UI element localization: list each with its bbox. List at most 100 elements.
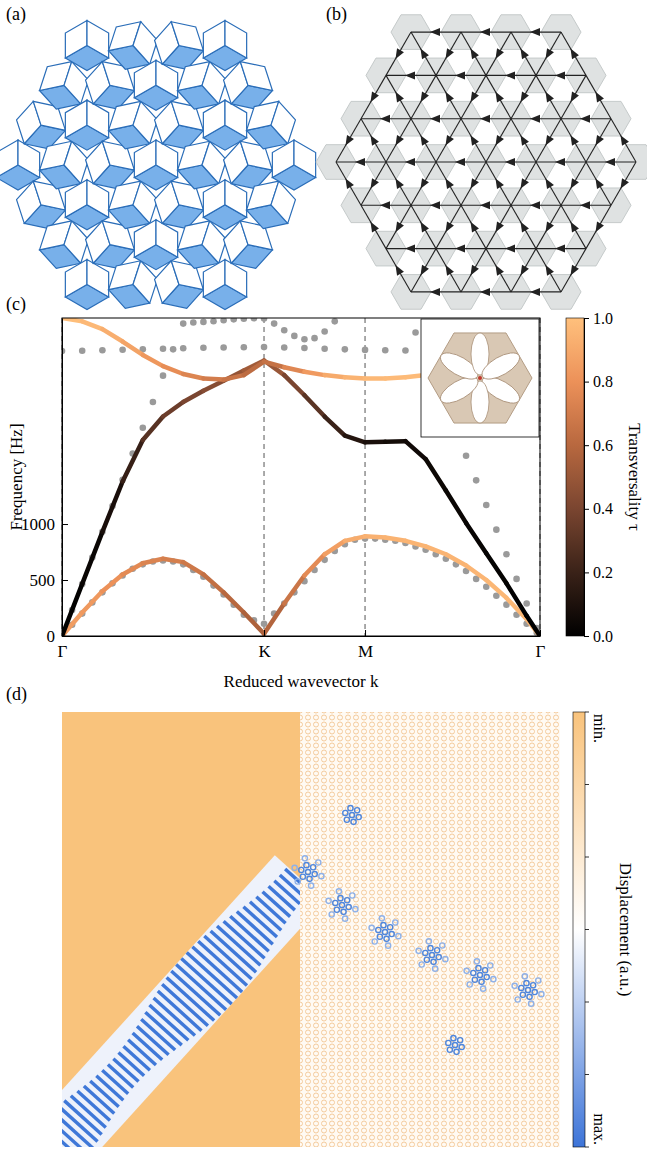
band-segment — [264, 362, 284, 368]
arrowhead — [371, 92, 379, 103]
colorbar-title: Transversality τ — [625, 423, 644, 531]
patch-node — [376, 927, 381, 932]
arrowhead — [496, 178, 504, 189]
patch-node — [459, 1044, 464, 1049]
arrowhead — [480, 28, 490, 36]
displacement-field — [15, 712, 560, 1150]
edge — [361, 119, 386, 162]
rhombus — [65, 260, 87, 298]
arrowhead — [371, 222, 379, 233]
tick-mark — [584, 636, 589, 637]
edge — [561, 75, 586, 118]
patch-node — [346, 904, 351, 909]
band-segment — [123, 440, 143, 481]
band-segment — [224, 371, 244, 381]
band-segment — [82, 591, 102, 612]
colorbar-axis: 0.00.20.40.60.81.0 — [584, 310, 613, 645]
arrowhead — [421, 135, 429, 146]
arrowhead — [496, 135, 504, 146]
edge — [411, 205, 436, 248]
patch — [446, 1036, 465, 1055]
arrowhead — [555, 245, 565, 253]
arrowhead — [496, 265, 504, 276]
tick: 1.0 — [584, 310, 613, 327]
band-segment — [405, 541, 425, 547]
plot — [59, 315, 540, 639]
dot — [119, 347, 126, 354]
inset-center — [478, 376, 482, 380]
arrowhead — [430, 28, 440, 36]
arrowhead — [430, 288, 440, 296]
patch-node — [476, 966, 481, 971]
patch-node — [431, 959, 436, 964]
band-segment — [203, 574, 223, 592]
colorbar-tick — [585, 712, 589, 713]
edge — [436, 75, 461, 118]
wavefront — [204, 936, 251, 979]
edge — [486, 162, 511, 205]
tick-label: 1000 — [21, 515, 55, 534]
band-segment — [224, 375, 244, 379]
patch-node — [477, 972, 482, 977]
edge — [411, 32, 436, 75]
arrowhead — [421, 265, 429, 276]
patch-node — [483, 968, 488, 973]
edge — [386, 119, 411, 162]
rhombus — [133, 22, 157, 64]
band-segment — [345, 436, 365, 443]
arrowhead — [471, 92, 479, 103]
patch-node — [396, 934, 401, 939]
arrowhead — [471, 49, 479, 60]
patch — [343, 806, 362, 825]
band-segment — [304, 554, 324, 575]
patch-node — [350, 893, 355, 898]
dot — [473, 477, 480, 484]
dot — [79, 347, 86, 354]
tick: M — [358, 630, 373, 661]
arrowhead — [546, 135, 554, 146]
tick-mark — [365, 630, 366, 636]
tick: K — [258, 630, 271, 661]
arrowhead — [471, 265, 479, 276]
patch-node — [355, 808, 360, 813]
edge — [386, 205, 411, 248]
arrowhead — [380, 115, 390, 123]
edge — [361, 162, 386, 205]
band-segment — [486, 553, 506, 583]
patch-node — [311, 865, 316, 870]
patch-node — [467, 982, 472, 987]
arrowhead — [396, 135, 404, 146]
arrowhead — [546, 178, 554, 189]
tick-label: Γ — [536, 642, 546, 661]
band-segment — [102, 481, 122, 531]
arrowhead — [396, 92, 404, 103]
dot — [261, 620, 268, 627]
tick-mark — [584, 572, 589, 573]
wavefront — [119, 1053, 145, 1076]
rhombus — [272, 140, 294, 178]
patch-node — [379, 916, 384, 921]
arrowhead — [546, 221, 554, 232]
patch-node — [372, 939, 377, 944]
dot — [261, 344, 268, 351]
tick: Γ — [536, 630, 546, 661]
band-segment — [284, 576, 304, 604]
edge — [536, 119, 561, 162]
patch-node — [382, 929, 387, 934]
band-segment — [304, 372, 324, 375]
band-segment — [365, 536, 385, 537]
edge — [436, 205, 461, 248]
panel-label: (b) — [326, 4, 347, 25]
marks — [62, 318, 540, 636]
arrowhead — [521, 92, 529, 103]
tick-mark — [584, 445, 589, 446]
patch-node — [345, 898, 350, 903]
tick-mark — [62, 580, 68, 581]
edge — [411, 249, 436, 292]
arrowhead — [521, 178, 529, 189]
tick: 0.0 — [584, 628, 613, 645]
band-segment — [426, 546, 446, 554]
patch-node — [488, 963, 493, 968]
edge — [461, 249, 486, 292]
dot — [261, 318, 268, 322]
